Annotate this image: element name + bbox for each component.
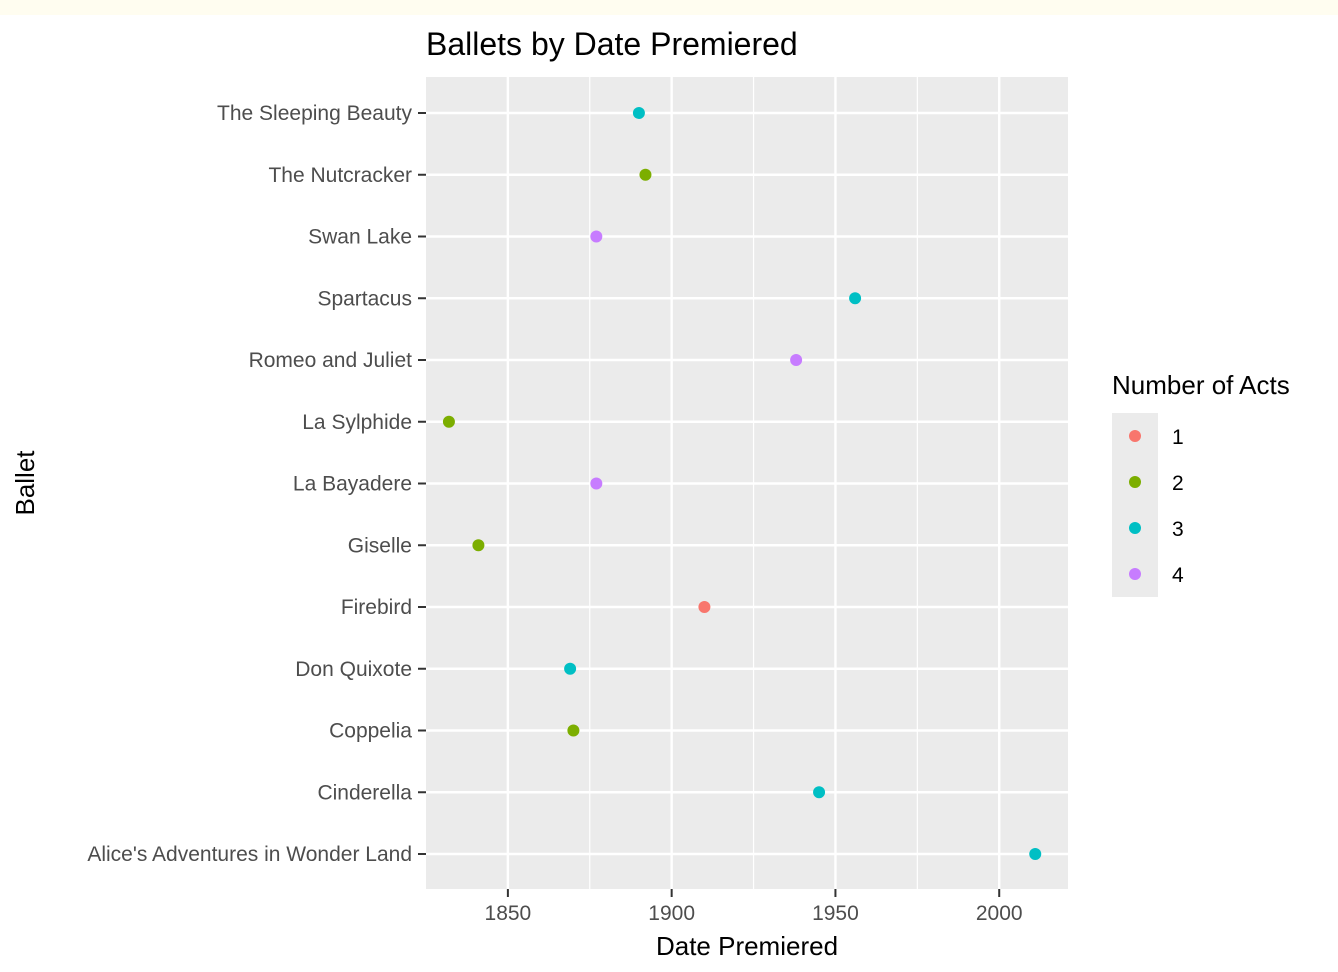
legend-key xyxy=(1129,522,1141,534)
chart-title: Ballets by Date Premiered xyxy=(426,26,798,62)
x-tick-label: 2000 xyxy=(976,902,1023,925)
data-point xyxy=(632,107,645,119)
y-tick-label: La Bayadere xyxy=(293,473,412,496)
x-tick-label: 1950 xyxy=(812,902,859,925)
data-point xyxy=(567,724,580,737)
data-point xyxy=(590,230,603,243)
y-tick-label: Cinderella xyxy=(317,781,412,804)
y-tick-label: Alice's Adventures in Wonder Land xyxy=(87,843,412,866)
y-tick-label: The Nutcracker xyxy=(268,164,412,187)
y-axis: Alice's Adventures in Wonder Land Cindere… xyxy=(87,102,426,866)
y-tick-label: Don Quixote xyxy=(295,658,412,681)
y-tick-label: Giselle xyxy=(348,534,412,557)
x-tick-label: 1850 xyxy=(485,902,532,925)
legend-title: Number of Acts xyxy=(1112,370,1290,400)
y-tick-label: La Sylphide xyxy=(302,411,412,434)
x-axis: 1850 1900 1950 2000 xyxy=(485,889,1023,925)
data-point xyxy=(472,539,485,552)
y-tick-label: Romeo and Juliet xyxy=(249,349,413,372)
data-point xyxy=(442,415,455,428)
data-point xyxy=(1029,848,1042,860)
y-axis-title: Ballet xyxy=(10,450,40,516)
legend-label: 2 xyxy=(1172,472,1184,495)
data-point xyxy=(564,662,577,675)
legend-key xyxy=(1129,476,1141,488)
grid-lines xyxy=(426,77,1068,889)
data-point xyxy=(790,354,803,366)
data-point xyxy=(849,292,862,305)
y-tick-label: Firebird xyxy=(341,596,412,619)
y-tick-label: Spartacus xyxy=(317,287,412,310)
legend-entries: 1 2 3 4 xyxy=(1129,426,1184,587)
legend-label: 1 xyxy=(1172,426,1184,449)
legend-key xyxy=(1129,430,1141,442)
y-tick-label: The Sleeping Beauty xyxy=(217,102,412,125)
legend-key-background xyxy=(1112,413,1158,597)
data-point xyxy=(639,168,652,181)
data-points xyxy=(442,107,1042,860)
x-axis-title: Date Premiered xyxy=(656,931,838,961)
y-tick-label: Coppelia xyxy=(329,720,412,743)
legend-label: 4 xyxy=(1172,564,1184,587)
data-point xyxy=(698,601,711,613)
legend-label: 3 xyxy=(1172,518,1184,541)
data-point xyxy=(590,477,603,490)
data-point xyxy=(813,786,826,799)
x-tick-label: 1900 xyxy=(648,902,695,925)
legend-key xyxy=(1129,568,1141,580)
y-tick-label: Swan Lake xyxy=(308,226,412,249)
legend: Number of Acts 1 2 3 4 xyxy=(1112,370,1290,597)
top-strip xyxy=(0,0,1338,15)
